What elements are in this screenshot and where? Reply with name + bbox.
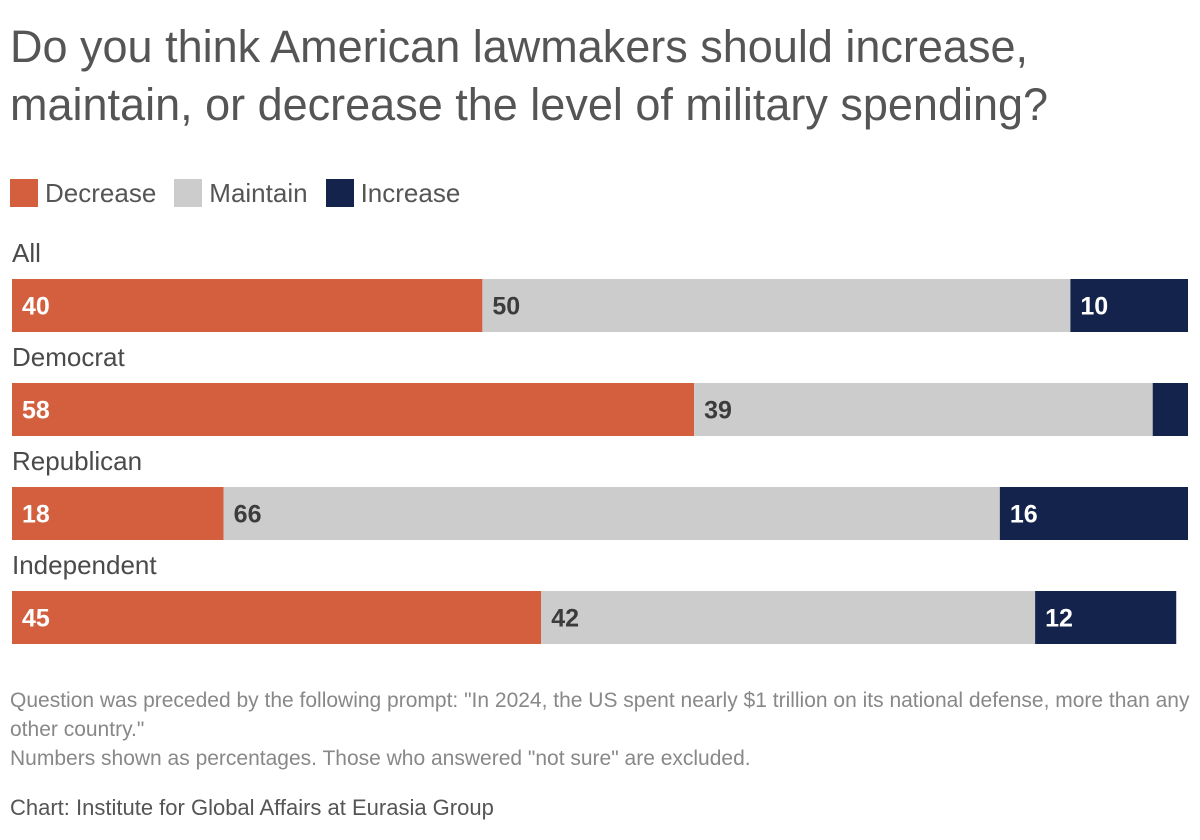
bar-republican-decrease bbox=[12, 487, 224, 540]
data-label-independent-maintain: 42 bbox=[551, 605, 579, 633]
bar-independent-increase bbox=[1035, 591, 1177, 644]
bar-republican-increase bbox=[999, 487, 1188, 540]
legend-swatch-maintain bbox=[174, 179, 203, 207]
category-label-all: All bbox=[12, 238, 41, 268]
footnote-percentages: Numbers shown as percentages. Those who … bbox=[10, 747, 751, 770]
data-label-republican-decrease: 18 bbox=[22, 501, 50, 529]
chart-title-line-1: Do you think American lawmakers should i… bbox=[10, 21, 1028, 72]
data-label-independent-decrease: 45 bbox=[22, 605, 50, 633]
legend-item-increase: Increase bbox=[325, 177, 461, 209]
footnote: Question was preceded by the following p… bbox=[10, 686, 1190, 773]
legend-item-decrease: Decrease bbox=[10, 178, 156, 209]
data-label-all-increase: 10 bbox=[1080, 293, 1108, 321]
bar-democrat-decrease bbox=[12, 383, 695, 436]
data-label-republican-maintain: 66 bbox=[234, 501, 262, 529]
bar-independent-decrease bbox=[12, 591, 542, 644]
chart-source: Chart: Institute for Global Affairs at E… bbox=[10, 795, 494, 820]
category-label-democrat: Democrat bbox=[12, 342, 125, 372]
data-label-republican-increase: 16 bbox=[1010, 501, 1038, 529]
bar-independent-maintain bbox=[541, 591, 1036, 644]
category-label-republican: Republican bbox=[12, 446, 142, 476]
data-label-all-maintain: 50 bbox=[492, 293, 520, 321]
bar-all-maintain bbox=[482, 279, 1071, 332]
bar-all-increase bbox=[1070, 279, 1188, 332]
data-label-democrat-maintain: 39 bbox=[704, 397, 732, 425]
legend-swatch-increase bbox=[325, 179, 354, 207]
data-label-all-decrease: 40 bbox=[22, 293, 50, 321]
bar-all-decrease bbox=[12, 279, 483, 332]
legend-label-increase: Increase bbox=[360, 177, 461, 208]
bar-democrat-increase bbox=[1152, 383, 1188, 436]
footnote-prompt: Question was preceded by the following p… bbox=[10, 689, 1190, 741]
category-label-independent: Independent bbox=[12, 550, 157, 580]
legend-item-maintain: Maintain bbox=[174, 177, 308, 209]
data-label-independent-increase: 12 bbox=[1045, 605, 1073, 633]
bar-republican-maintain bbox=[223, 487, 1000, 540]
chart-svg: All 40 50 10 Democrat 58 39 Republican 18 66 16 Ind… bbox=[12, 238, 1188, 644]
chart-title-line-2: maintain, or decrease the level of milit… bbox=[10, 79, 1049, 130]
data-label-democrat-decrease: 58 bbox=[22, 397, 50, 425]
bar-democrat-maintain bbox=[694, 383, 1153, 436]
chart-title: Do you think American lawmakers should i… bbox=[10, 18, 1160, 134]
legend-label-maintain: Maintain bbox=[209, 177, 308, 208]
legend-swatch-decrease bbox=[10, 179, 38, 207]
legend-label-decrease: Decrease bbox=[45, 177, 157, 208]
legend: Decrease Maintain Increase bbox=[10, 176, 478, 210]
stacked-bar-chart: All 40 50 10 Democrat 58 39 Republican 18 66 16 Ind… bbox=[12, 236, 1188, 656]
